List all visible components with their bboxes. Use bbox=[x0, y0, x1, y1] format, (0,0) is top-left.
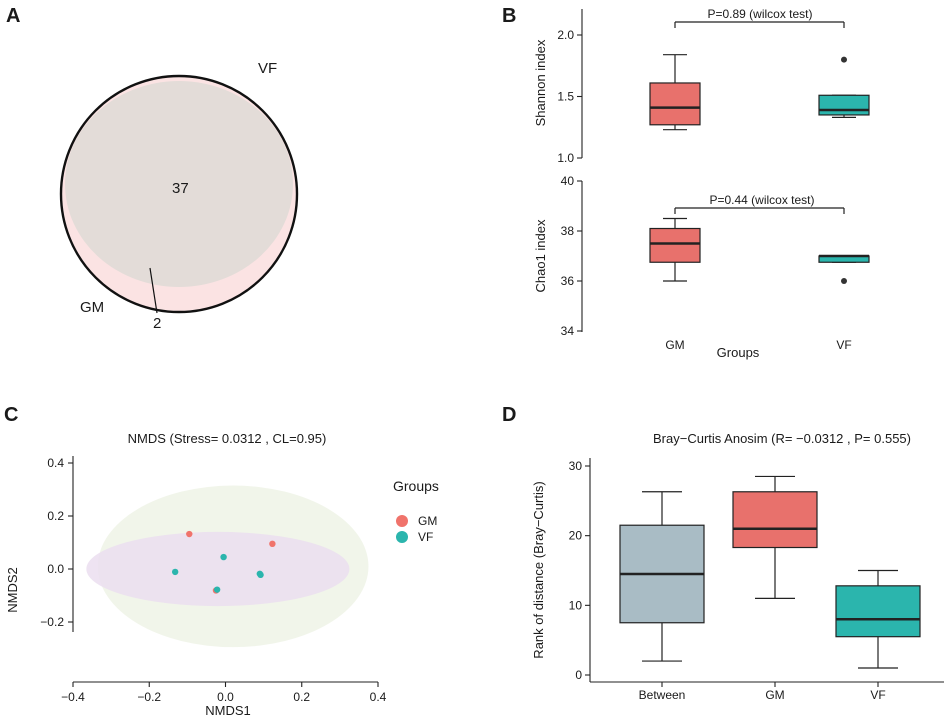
chao1-ytick-label: 34 bbox=[561, 324, 575, 338]
anosim-ytick-label: 10 bbox=[569, 598, 583, 612]
nmds-point-gm bbox=[269, 540, 276, 548]
shannon-gm-box bbox=[649, 82, 701, 126]
groups-xlabel: Groups bbox=[717, 345, 760, 360]
shannon-ylabel: Shannon index bbox=[533, 39, 548, 126]
chao1-gm-box bbox=[649, 227, 701, 263]
nmds-ytick-label: 0.0 bbox=[47, 562, 64, 576]
venn-label-gm: GM bbox=[80, 299, 104, 316]
chao1-ytick-label: 38 bbox=[561, 224, 575, 238]
anosim-xtick-label: Between bbox=[639, 688, 686, 702]
anosim-gm-box bbox=[732, 491, 818, 549]
anosim-xtick-label: GM bbox=[765, 688, 784, 702]
venn-shared-count: 37 bbox=[172, 180, 189, 197]
nmds-ylabel: NMDS2 bbox=[5, 567, 20, 613]
shannon-p-annotation: P=0.89 (wilcox test) bbox=[707, 7, 812, 21]
shannon-ytick-label: 1.0 bbox=[557, 151, 574, 165]
anosim-xtick-label: VF bbox=[870, 688, 885, 702]
shannon-boxplot: Shannon index 1.0 1.5 2.0 P=0.89 (wilcox t… bbox=[533, 7, 870, 165]
chao1-xtick-label: GM bbox=[665, 338, 684, 352]
nmds-xtick-label: 0.2 bbox=[293, 690, 310, 704]
venn-outline bbox=[59, 74, 299, 314]
chao1-p-annotation: P=0.44 (wilcox test) bbox=[709, 193, 814, 207]
chao1-xtick-label: VF bbox=[836, 338, 851, 352]
legend-swatch-gm bbox=[396, 515, 408, 527]
chao1-ytick-label: 36 bbox=[561, 274, 575, 288]
nmds-point-vf bbox=[257, 571, 264, 579]
nmds-point-vf bbox=[171, 568, 179, 576]
panel-letter-b: B bbox=[502, 5, 516, 27]
venn-shared-region bbox=[65, 81, 293, 287]
legend-label-vf: VF bbox=[418, 530, 433, 544]
venn-diagram: VF GM 37 2 bbox=[59, 60, 299, 332]
nmds-xtick-label: −0.2 bbox=[137, 690, 161, 704]
chao1-ytick-label: 40 bbox=[561, 174, 575, 188]
shannon-ytick-label: 1.5 bbox=[557, 90, 574, 104]
anosim-boxplot: Bray−Curtis Anosim (R= −0.0312 , P= 0.55… bbox=[531, 431, 944, 702]
chao1-boxplot: Chao1 index Groups 34 36 38 40 GM VF P=0.44 … bbox=[533, 174, 870, 360]
legend-label-gm: GM bbox=[418, 514, 437, 528]
anosim-ylabel: Rank of distance (Bray−Curtis) bbox=[531, 481, 546, 658]
shannon-ytick-label: 2.0 bbox=[557, 28, 574, 42]
venn-gm-only-count: 2 bbox=[153, 315, 161, 332]
nmds-point-gm bbox=[186, 530, 193, 538]
anosim-ytick-label: 0 bbox=[575, 668, 582, 682]
venn-leader-line bbox=[149, 267, 158, 314]
nmds-title: NMDS (Stress= 0.0312 , CL=0.95) bbox=[128, 431, 327, 446]
nmds-ytick-label: 0.2 bbox=[47, 509, 64, 523]
panel-letter-a: A bbox=[6, 5, 20, 27]
nmds-scatter: NMDS (Stress= 0.0312 , CL=0.95) −0.2 0.0 0… bbox=[5, 431, 439, 718]
shannon-vf-outlier bbox=[841, 56, 847, 63]
nmds-point-vf bbox=[213, 586, 221, 593]
chao1-ylabel: Chao1 index bbox=[533, 219, 548, 292]
nmds-ytick-label: −0.2 bbox=[40, 615, 64, 629]
anosim-vf-box bbox=[835, 585, 921, 638]
chao1-vf-outlier bbox=[841, 278, 847, 284]
nmds-point-vf bbox=[220, 553, 227, 561]
anosim-ytick-label: 30 bbox=[569, 459, 583, 473]
nmds-xlabel: NMDS1 bbox=[205, 703, 251, 718]
panel-letter-c: C bbox=[4, 404, 18, 426]
legend-title: Groups bbox=[393, 478, 439, 494]
nmds-ellipse-vf bbox=[86, 531, 350, 607]
legend-swatch-vf bbox=[396, 531, 408, 543]
panel-letter-d: D bbox=[502, 404, 516, 426]
shannon-vf-box bbox=[818, 94, 870, 116]
anosim-ytick-label: 20 bbox=[569, 529, 583, 543]
anosim-title: Bray−Curtis Anosim (R= −0.0312 , P= 0.55… bbox=[653, 431, 911, 446]
nmds-xtick-label: 0.4 bbox=[370, 690, 387, 704]
nmds-xtick-label: 0.0 bbox=[217, 690, 234, 704]
venn-label-vf: VF bbox=[258, 60, 277, 77]
nmds-ytick-label: 0.4 bbox=[47, 456, 64, 470]
nmds-xtick-label: −0.4 bbox=[61, 690, 85, 704]
